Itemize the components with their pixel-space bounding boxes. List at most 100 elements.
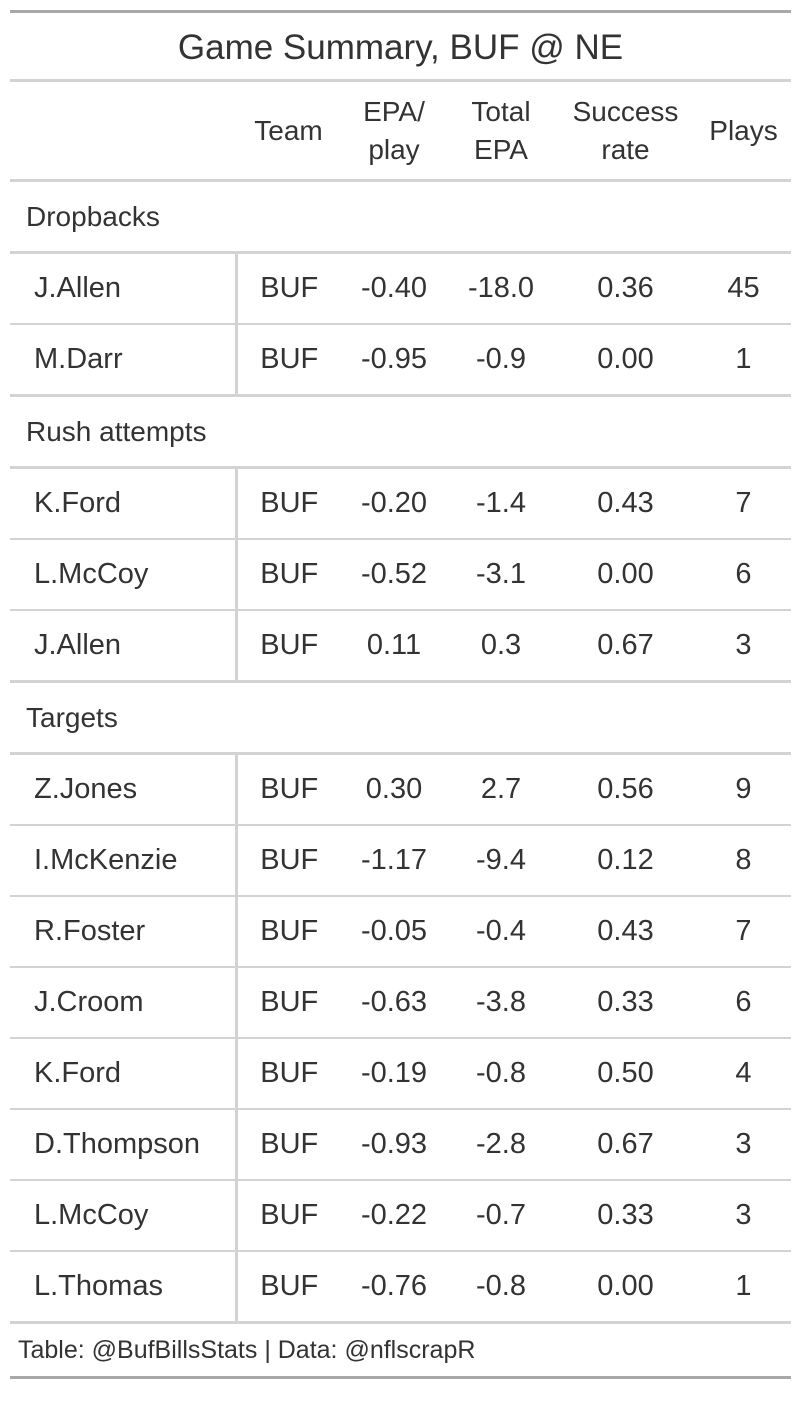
cell-total-epa: 0.3 [447,610,555,683]
cell-success-rate: 0.67 [555,1109,696,1181]
cell-plays: 1 [696,1251,791,1324]
cell-player-name: K.Ford [10,467,238,540]
cell-plays: 3 [696,1180,791,1252]
table-row: D.Thompson BUF -0.93 -2.8 0.67 3 [10,1109,791,1181]
game-summary-table: Team EPA/play Total EPA Success rate Plays… [10,82,791,1324]
cell-player-name: J.Croom [10,967,238,1039]
cell-total-epa: -9.4 [447,825,555,897]
cell-plays: 7 [696,467,791,540]
header-epa-play-line1: EPA/ [363,95,425,127]
cell-plays: 3 [696,1109,791,1181]
cell-team: BUF [236,1038,341,1110]
table-title: Game Summary, BUF @ NE [10,13,791,82]
table-row: J.Croom BUF -0.63 -3.8 0.33 6 [10,967,791,1039]
cell-success-rate: 0.43 [555,896,696,968]
header-total-epa: Total EPA [447,82,555,182]
cell-epa-per-play: -0.52 [341,539,447,611]
cell-epa-per-play: -0.19 [341,1038,447,1110]
cell-success-rate: 0.33 [555,967,696,1039]
cell-epa-per-play: -0.40 [341,252,447,325]
cell-plays: 8 [696,825,791,897]
cell-epa-per-play: -0.20 [341,467,447,540]
cell-success-rate: 0.33 [555,1180,696,1252]
cell-success-rate: 0.56 [555,753,696,826]
table-row: M.Darr BUF -0.95 -0.9 0.00 1 [10,324,791,397]
cell-plays: 1 [696,324,791,397]
cell-total-epa: -3.1 [447,539,555,611]
cell-player-name: J.Allen [10,252,238,325]
table-row: R.Foster BUF -0.05 -0.4 0.43 7 [10,896,791,968]
summary-table-frame: Game Summary, BUF @ NE Team EPA/play Tot… [10,10,791,1379]
cell-team: BUF [236,753,341,826]
header-epa-play: EPA/play [341,82,447,182]
table-row: K.Ford BUF -0.19 -0.8 0.50 4 [10,1038,791,1110]
header-team: Team [236,82,341,182]
cell-total-epa: -0.7 [447,1180,555,1252]
cell-total-epa: -3.8 [447,967,555,1039]
cell-total-epa: 2.7 [447,753,555,826]
cell-total-epa: -0.9 [447,324,555,397]
cell-player-name: I.McKenzie [10,825,238,897]
cell-success-rate: 0.67 [555,610,696,683]
group-row: Dropbacks [10,180,791,254]
cell-epa-per-play: -1.17 [341,825,447,897]
header-success-rate: Success rate [555,82,696,182]
table-header: Team EPA/play Total EPA Success rate Plays [10,82,791,182]
cell-player-name: K.Ford [10,1038,238,1110]
cell-total-epa: -18.0 [447,252,555,325]
cell-player-name: Z.Jones [10,753,238,826]
group-label: Rush attempts [10,395,791,469]
table-row: I.McKenzie BUF -1.17 -9.4 0.12 8 [10,825,791,897]
header-total-epa-line2: EPA [474,133,528,165]
cell-total-epa: -0.4 [447,896,555,968]
table-row: Z.Jones BUF 0.30 2.7 0.56 9 [10,753,791,826]
cell-epa-per-play: 0.30 [341,753,447,826]
cell-plays: 45 [696,252,791,325]
group-row: Targets [10,681,791,755]
cell-total-epa: -0.8 [447,1251,555,1324]
header-epa-play-line2: play [368,133,420,165]
cell-player-name: L.Thomas [10,1251,238,1324]
cell-success-rate: 0.50 [555,1038,696,1110]
cell-epa-per-play: -0.05 [341,896,447,968]
cell-epa-per-play: -0.76 [341,1251,447,1324]
cell-team: BUF [236,610,341,683]
cell-team: BUF [236,967,341,1039]
cell-success-rate: 0.00 [555,539,696,611]
header-success-rate-line1: Success [572,95,679,127]
cell-player-name: L.McCoy [10,539,238,611]
cell-epa-per-play: -0.22 [341,1180,447,1252]
cell-epa-per-play: -0.63 [341,967,447,1039]
cell-player-name: D.Thompson [10,1109,238,1181]
table-row: K.Ford BUF -0.20 -1.4 0.43 7 [10,467,791,540]
table-row: L.McCoy BUF -0.52 -3.1 0.00 6 [10,539,791,611]
header-success-rate-line2: rate [601,133,650,165]
table-body: Dropbacks J.Allen BUF -0.40 -18.0 0.36 45 M.Dar… [10,180,791,1324]
table-row: L.McCoy BUF -0.22 -0.7 0.33 3 [10,1180,791,1252]
cell-team: BUF [236,825,341,897]
cell-player-name: M.Darr [10,324,238,397]
cell-success-rate: 0.12 [555,825,696,897]
cell-total-epa: -1.4 [447,467,555,540]
table-row: L.Thomas BUF -0.76 -0.8 0.00 1 [10,1251,791,1324]
cell-plays: 6 [696,967,791,1039]
cell-success-rate: 0.43 [555,467,696,540]
cell-team: BUF [236,896,341,968]
cell-player-name: R.Foster [10,896,238,968]
table-row: J.Allen BUF -0.40 -18.0 0.36 45 [10,252,791,325]
cell-total-epa: -2.8 [447,1109,555,1181]
cell-team: BUF [236,1251,341,1324]
group-label: Targets [10,681,791,755]
header-plays: Plays [696,82,791,182]
cell-epa-per-play: -0.95 [341,324,447,397]
cell-plays: 6 [696,539,791,611]
group-row: Rush attempts [10,395,791,469]
cell-epa-per-play: 0.11 [341,610,447,683]
cell-success-rate: 0.00 [555,324,696,397]
header-total-epa-line1: Total [471,95,531,127]
cell-team: BUF [236,467,341,540]
group-label: Dropbacks [10,180,791,254]
cell-team: BUF [236,1109,341,1181]
cell-plays: 3 [696,610,791,683]
cell-plays: 7 [696,896,791,968]
